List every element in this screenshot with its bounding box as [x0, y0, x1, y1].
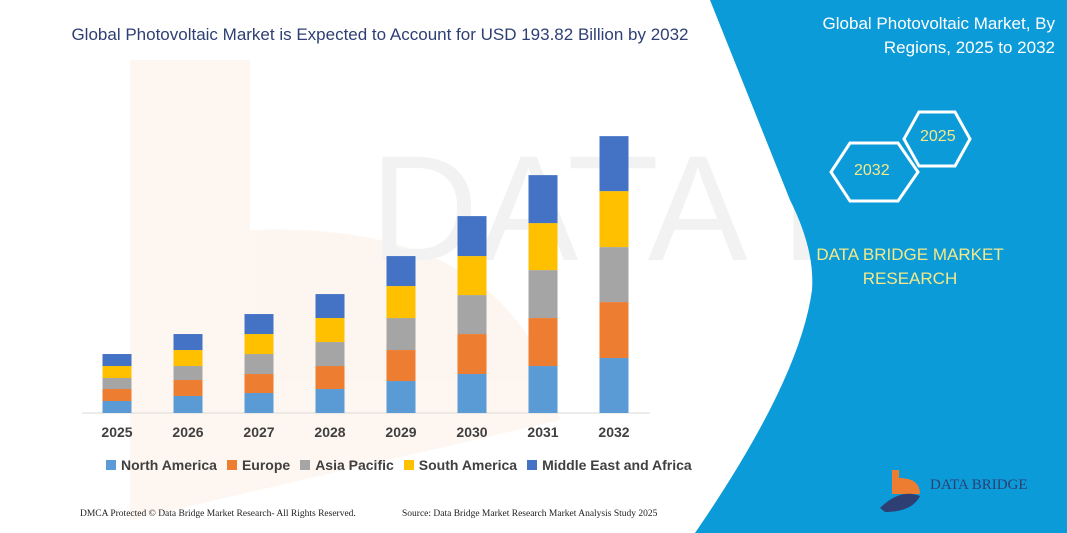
bar-segment-south-america-2032 — [599, 191, 629, 248]
bar-segment-europe-2026 — [173, 380, 203, 397]
side-panel — [695, 0, 1067, 533]
bar-segment-middle-east-and-africa-2027 — [244, 314, 274, 335]
bar-segment-europe-2025 — [102, 389, 132, 402]
bar-segment-europe-2030 — [457, 334, 487, 375]
bar-segment-south-america-2028 — [315, 318, 345, 343]
side-panel-title: Global Photovoltaic Market, By Regions, … — [822, 14, 1055, 57]
legend-label: South America — [418, 457, 518, 473]
bar-segment-south-america-2029 — [386, 286, 416, 319]
legend-item: South America — [403, 457, 518, 473]
hex-2032 — [829, 141, 920, 203]
x-tick-label: 2028 — [314, 424, 346, 440]
x-tick-label: 2025 — [101, 424, 133, 440]
bar-segment-north-america-2026 — [173, 396, 203, 413]
bar-segment-middle-east-and-africa-2029 — [386, 256, 416, 287]
x-tick-label: 2030 — [456, 424, 488, 440]
logo-icon — [880, 470, 920, 512]
bar-segment-asia-pacific-2028 — [315, 342, 345, 367]
bar-segment-middle-east-and-africa-2032 — [599, 136, 629, 192]
bar-segment-middle-east-and-africa-2030 — [457, 216, 487, 257]
x-tick-label: 2032 — [598, 424, 630, 440]
bar-segment-north-america-2032 — [599, 358, 629, 413]
x-tick-label: 2026 — [172, 424, 204, 440]
bar-segment-middle-east-and-africa-2026 — [173, 334, 203, 351]
legend-item: North America — [106, 457, 217, 473]
bars — [102, 136, 629, 413]
legend-swatch — [527, 460, 538, 470]
bar-segment-europe-2029 — [386, 350, 416, 382]
legend-swatch — [106, 460, 116, 470]
bar-segment-south-america-2026 — [173, 350, 203, 367]
bar-segment-asia-pacific-2025 — [102, 378, 132, 390]
bar-segment-asia-pacific-2032 — [599, 247, 629, 303]
footer-source: Source: Data Bridge Market Research Mark… — [402, 509, 658, 519]
x-tick-label: 2027 — [243, 424, 275, 440]
bar-segment-north-america-2027 — [244, 393, 274, 413]
bar-segment-asia-pacific-2029 — [386, 318, 416, 351]
brand-text: DATA BRIDGE MARKET RESEARCH — [816, 245, 1004, 288]
bar-segment-south-america-2027 — [244, 334, 274, 355]
x-tick-label: 2029 — [385, 424, 417, 440]
bar-segment-north-america-2028 — [315, 389, 345, 413]
hex-2025 — [902, 110, 972, 168]
legend-item: Asia Pacific — [300, 457, 394, 473]
bar-segment-asia-pacific-2027 — [244, 354, 274, 375]
bar-segment-north-america-2031 — [528, 366, 558, 413]
legend-label: North America — [121, 457, 217, 473]
bar-segment-middle-east-and-africa-2025 — [102, 354, 132, 367]
legend-swatch — [403, 460, 414, 470]
bar-segment-south-america-2031 — [528, 223, 558, 271]
bar-segment-middle-east-and-africa-2031 — [528, 175, 558, 224]
legend-label: Europe — [241, 457, 291, 473]
bar-segment-north-america-2030 — [457, 374, 487, 413]
bar-segment-europe-2027 — [244, 374, 274, 394]
legend-item: Europe — [226, 457, 291, 473]
bar-segment-south-america-2030 — [457, 256, 487, 296]
hex-label-2025: 2025 — [920, 128, 956, 145]
legend-item: Middle East and Africa — [527, 457, 692, 473]
legend-swatch — [300, 460, 311, 470]
bar-segment-middle-east-and-africa-2028 — [315, 294, 345, 319]
x-tick-label: 2031 — [527, 424, 559, 440]
chart-title: Global Photovoltaic Market is Expected t… — [71, 25, 689, 44]
footer-copyright: DMCA Protected © Data Bridge Market Rese… — [80, 509, 356, 519]
legend-label: Asia Pacific — [315, 457, 394, 473]
legend: North America Europe Asia Pacific South … — [106, 457, 692, 473]
legend-swatch — [226, 460, 237, 470]
bar-segment-europe-2031 — [528, 318, 558, 367]
bar-segment-europe-2028 — [315, 366, 345, 390]
logo-text: DATA BRIDGE — [930, 477, 1028, 493]
bar-segment-asia-pacific-2030 — [457, 295, 487, 335]
bar-segment-north-america-2025 — [102, 401, 132, 413]
bar-segment-north-america-2029 — [386, 381, 416, 413]
bar-segment-asia-pacific-2026 — [173, 366, 203, 381]
bar-segment-europe-2032 — [599, 302, 629, 359]
bar-segment-south-america-2025 — [102, 366, 132, 379]
hex-label-2032: 2032 — [854, 162, 890, 179]
legend-label: Middle East and Africa — [542, 457, 692, 473]
bar-segment-asia-pacific-2031 — [528, 270, 558, 319]
